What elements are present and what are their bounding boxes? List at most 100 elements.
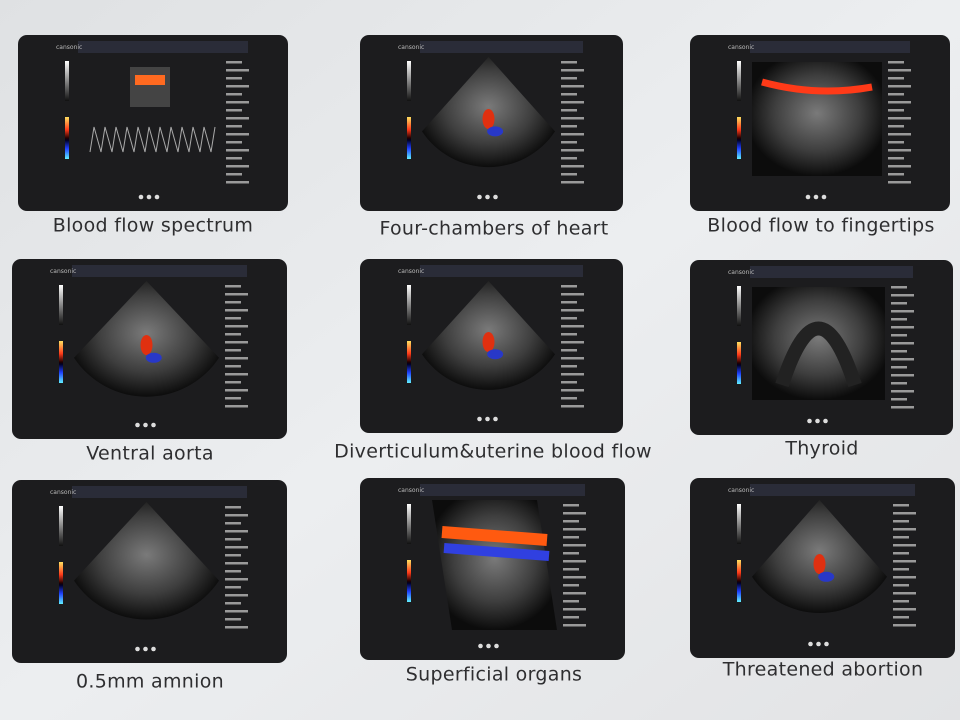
- brand: cansonic: [50, 268, 76, 275]
- ui-text: [561, 405, 584, 408]
- ui-text: [225, 626, 248, 629]
- ui-text: [893, 560, 916, 563]
- ui-text: [563, 608, 586, 611]
- ui-text: [891, 318, 907, 321]
- page-dot: [486, 643, 491, 649]
- ui-text: [891, 374, 914, 377]
- ui-text: [891, 334, 907, 337]
- caption: Threatened abortion: [722, 659, 924, 681]
- gray-bar: [737, 61, 741, 101]
- ui-text: [225, 381, 241, 384]
- caption: Thyroid: [784, 438, 858, 460]
- ui-text: [888, 181, 911, 184]
- ui-text: [563, 536, 579, 539]
- page-dot: [485, 416, 490, 422]
- ui-text: [225, 397, 241, 400]
- gray-bar: [407, 61, 411, 101]
- ui-text: [225, 317, 241, 320]
- ui-text: [893, 504, 909, 507]
- ui-text: [225, 586, 241, 589]
- ui-text: [225, 602, 241, 605]
- ui-text: [563, 616, 579, 619]
- ui-text: [225, 554, 241, 557]
- gray-bar: [407, 504, 411, 544]
- ui-text: [561, 101, 584, 104]
- ui-text: [891, 406, 914, 409]
- page-dot: [135, 422, 140, 428]
- ui-text: [226, 117, 249, 120]
- gray-bar: [65, 61, 69, 101]
- gray-bar: [407, 285, 411, 325]
- page-dot: [143, 422, 148, 428]
- color-bar: [59, 341, 63, 383]
- caption: Superficial organs: [406, 664, 582, 686]
- brand: cansonic: [728, 487, 754, 494]
- image: [74, 502, 219, 620]
- ui-text: [225, 546, 248, 549]
- ui-text: [888, 85, 911, 88]
- top-bar: [420, 41, 583, 53]
- brand: cansonic: [398, 44, 424, 51]
- ui-text: [563, 576, 586, 579]
- screen: cansonic: [690, 260, 953, 435]
- ui-text: [226, 149, 249, 152]
- page-dot: [154, 194, 160, 200]
- ui-text: [561, 165, 584, 168]
- ui-text: [561, 77, 577, 80]
- ui-text: [225, 333, 241, 336]
- page-dot: [477, 194, 482, 200]
- page-dot: [493, 416, 498, 422]
- ui-text: [561, 141, 577, 144]
- ui-text: [225, 405, 248, 408]
- ui-text: [561, 301, 577, 304]
- ui-text: [226, 165, 249, 168]
- doppler: [482, 109, 495, 129]
- ui-text: [891, 302, 907, 305]
- ui-text: [225, 562, 248, 565]
- caption: Ventral aorta: [86, 443, 214, 465]
- color-bar: [65, 117, 69, 159]
- ui-text: [561, 333, 577, 336]
- ui-text: [226, 125, 242, 128]
- screen: cansonic: [360, 259, 623, 433]
- ui-text: [561, 341, 584, 344]
- page-dot: [135, 646, 140, 652]
- spectrum: [89, 126, 216, 153]
- ui-text: [225, 530, 248, 533]
- ui-text: [561, 349, 577, 352]
- ui-text: [225, 357, 248, 360]
- ui-text: [893, 600, 909, 603]
- page-dot: [807, 418, 812, 424]
- ui-text: [888, 93, 904, 96]
- ui-text: [561, 69, 584, 72]
- ui-text: [225, 522, 241, 525]
- page-dot: [821, 194, 827, 200]
- ui-text: [226, 141, 242, 144]
- page-dot: [816, 641, 821, 647]
- ui-text: [563, 568, 579, 571]
- ui-text: [563, 552, 579, 555]
- ui-text: [893, 552, 909, 555]
- doppler-red: [441, 526, 548, 546]
- page-dot: [485, 194, 490, 200]
- top-bar: [420, 265, 583, 277]
- doppler: [761, 78, 873, 95]
- top-bar: [72, 486, 247, 498]
- ui-text: [888, 69, 911, 72]
- screen: cansonic: [690, 35, 950, 211]
- ui-text: [893, 624, 916, 627]
- page-dot: [477, 416, 482, 422]
- screen: cansonic: [360, 35, 623, 211]
- ui-text: [893, 512, 916, 515]
- page-dot: [493, 194, 498, 200]
- doppler: [140, 335, 153, 355]
- ui-text: [561, 181, 584, 184]
- page-dot: [151, 422, 156, 428]
- ui-text: [888, 77, 904, 80]
- ui-text: [225, 309, 248, 312]
- ui-text: [561, 285, 577, 288]
- color-bar: [737, 117, 741, 159]
- ui-text: [225, 538, 241, 541]
- ui-text: [561, 365, 577, 368]
